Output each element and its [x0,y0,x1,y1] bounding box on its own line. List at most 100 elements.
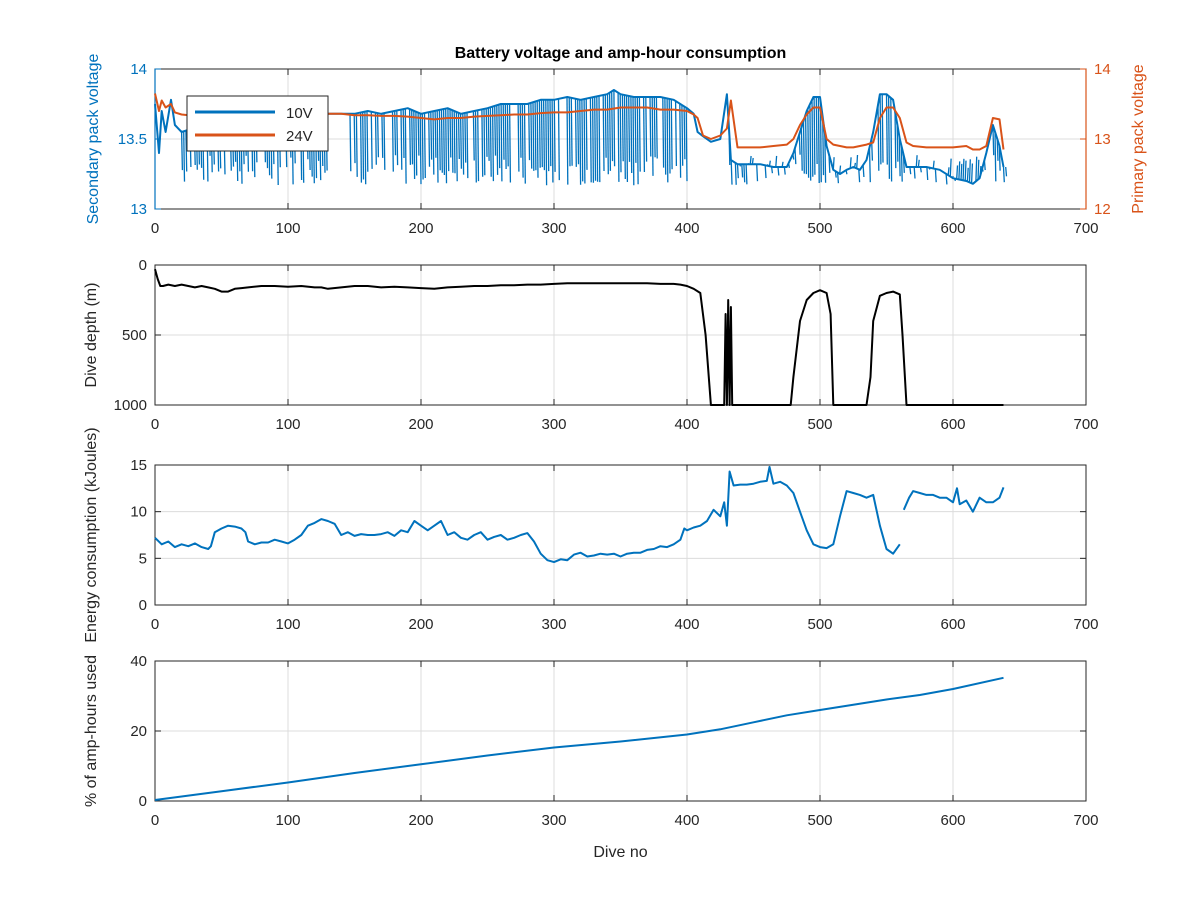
series-10v-spike [731,160,732,184]
series-10v-spike [995,132,996,182]
series-10v-spike [980,166,981,176]
series-10v-spike [656,97,657,159]
series-10v-spike [425,113,426,178]
series-10v-spike [456,112,457,181]
series-10v-spike [882,94,883,162]
series-line-segment [904,487,1004,511]
series-10v-spike [550,100,551,166]
series-10v-spike [742,164,743,177]
series-10v-spike [950,159,951,177]
series-10v-spike [629,96,630,162]
series-10v-spike [580,100,581,185]
series-10v-spike [418,113,419,156]
series-10v-spike [976,157,977,182]
series-10v-spike [435,111,436,158]
series-10v-spike [478,110,479,181]
series-10v-spike [578,99,579,164]
series-10v-spike [612,91,613,161]
series-10v-spike [654,97,655,157]
series-10v-spike [804,121,805,174]
series-10v-spike [610,93,611,171]
series-10v-spike [622,95,623,162]
series-10v-spike [620,94,621,172]
series-10v-spike [503,104,504,160]
series-10v-spike [465,113,466,163]
series-10v-spike [833,157,834,170]
series-line-group [155,678,1004,800]
series-10v-spike [835,171,836,178]
series-10v-spike [376,113,377,165]
series-10v-spike [814,97,815,175]
series-line-group [155,269,1004,405]
x-tick-label: 0 [151,416,159,433]
series-10v-spike [748,164,749,165]
series-10v-spike [461,114,462,169]
legend-label-24v: 24V [286,128,313,145]
series-10v-spike [865,161,866,162]
series-10v-spike [997,138,998,160]
series-10v-spike [499,105,500,169]
x-tick-label: 200 [408,812,433,829]
x-tick-label: 0 [151,812,159,829]
series-line [155,678,1004,800]
series-10v-spike [838,173,839,184]
series-10v-spike [921,167,922,172]
series-10v-spike [495,106,496,156]
series-10v-spike [520,104,521,158]
series-10v-spike [507,104,508,166]
series-10v-spike [505,104,506,169]
series-10v-spike [750,156,751,164]
series-10v-spike [963,159,964,181]
series-10v-spike [484,109,485,175]
series-10v-spike [784,167,785,175]
series-10v-spike [397,111,398,166]
series-10v-spike [429,112,430,167]
y-axis-label: Dive depth (m) [83,283,100,388]
series-10v-spike [752,158,753,164]
y-tick-label: 15 [130,457,147,474]
series-line-segment [155,467,900,562]
x-tick-label: 100 [275,416,300,433]
series-10v-spike [605,95,606,158]
series-10v-spike [650,97,651,157]
x-tick-label: 700 [1073,220,1098,237]
x-tick-label: 500 [807,812,832,829]
plot-frame [155,465,1086,605]
series-10v-spike [929,168,930,170]
series-10v-spike [972,164,973,184]
series-10v-spike [482,109,483,176]
series-10v-spike [901,146,902,182]
y-tick-label: 10 [130,504,147,521]
series-10v-spike [965,161,966,181]
series-10v-spike [793,154,794,159]
y-tick-label-left: 14 [130,61,147,78]
series-10v-spike [999,145,1000,171]
series-10v-spike [490,107,491,176]
x-tick-label: 700 [1073,416,1098,433]
series-10v-spike [948,167,949,175]
y-tick-label: 0 [139,793,147,810]
series-10v-spike [384,113,385,170]
x-tick-label: 300 [541,812,566,829]
series-10v-spike [955,179,956,181]
x-tick-label: 400 [674,416,699,433]
series-10v-spike [680,104,681,178]
series-10v-spike [967,168,968,182]
series-10v-spike [663,98,664,168]
series-10v-spike [899,136,900,176]
x-tick-label: 100 [275,616,300,633]
series-line-group [155,467,1004,562]
series-10v-spike [863,165,864,177]
series-10v-spike [684,106,685,159]
series-10v-spike [878,105,879,171]
series-10v-spike [414,111,415,179]
x-tick-label: 300 [541,416,566,433]
series-10v-spike [772,167,773,174]
series-10v-spike [525,104,526,184]
series-10v-spike [476,111,477,183]
series-10v-spike [806,114,807,174]
series-10v-spike [356,113,357,176]
series-10v-spike [633,97,634,185]
series-10v-spike [452,110,453,173]
